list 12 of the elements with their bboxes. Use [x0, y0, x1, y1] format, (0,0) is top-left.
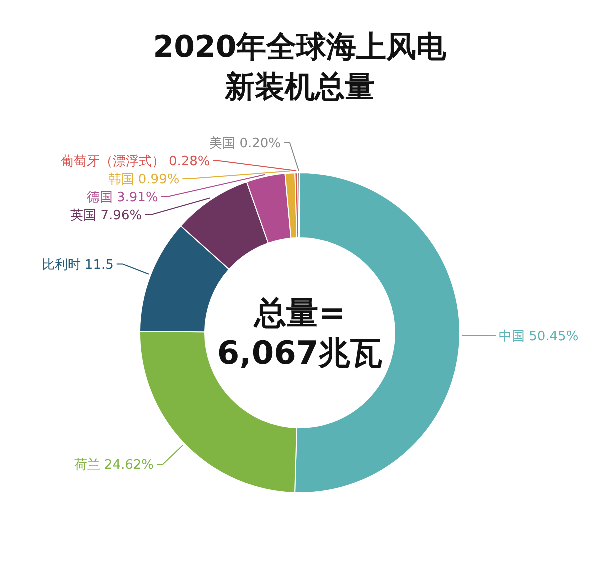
slice-label: 葡萄牙（漂浮式） 0.28%: [60, 154, 210, 170]
text: 6,067兆瓦: [217, 334, 383, 372]
slice-label: 比利时 11.5: [42, 258, 114, 273]
slice-label: 美国 0.20%: [210, 136, 281, 152]
slice-label: 荷兰 24.62%: [74, 458, 154, 474]
slice-label: 中国 50.45%: [498, 330, 579, 345]
slice-label: 德国 3.91%: [86, 190, 158, 206]
slice-label: 韩国 0.99%: [108, 172, 180, 188]
chart-subtitle: 新装机总量: [224, 70, 375, 105]
text: 总量=: [254, 294, 346, 332]
chart-title: 2020年全球海上风电: [153, 30, 448, 65]
slice-label: 英国 7.96%: [70, 208, 142, 224]
